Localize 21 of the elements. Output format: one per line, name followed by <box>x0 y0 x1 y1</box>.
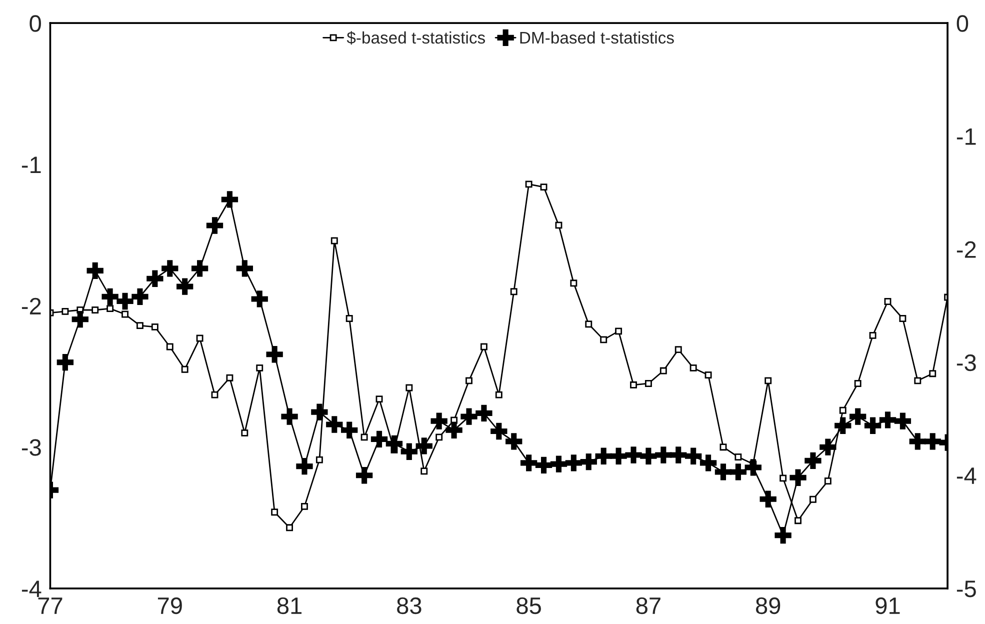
x-tick-label: 83 <box>397 597 422 614</box>
legend-label: DM-based t-statistics <box>520 31 674 44</box>
y-tick-label: -4 <box>22 580 42 597</box>
x-tick-label: 87 <box>636 597 660 614</box>
y2-tick-label: -2 <box>956 241 976 258</box>
y-tick-label: -2 <box>22 298 41 314</box>
x-tick-label: 91 <box>876 597 900 614</box>
y2-tick-label: -5 <box>956 580 976 598</box>
y-tick-label: -3 <box>22 439 41 456</box>
x-tick-label: 81 <box>277 597 302 614</box>
y2-tick-label: -3 <box>956 354 976 372</box>
x-tick-label: 79 <box>158 597 182 614</box>
y2-tick-label: -1 <box>956 128 976 145</box>
y2-tick-label: 0 <box>956 15 968 32</box>
y-tick-label: -1 <box>22 156 41 173</box>
y2-tick-label: -4 <box>956 468 976 484</box>
legend-label: $-based t-statistics <box>346 31 485 45</box>
x-tick-label: 89 <box>756 597 780 614</box>
y-tick-label: 0 <box>30 15 41 32</box>
x-tick-label: 77 <box>38 598 62 614</box>
x-tick-label: 85 <box>516 597 541 614</box>
